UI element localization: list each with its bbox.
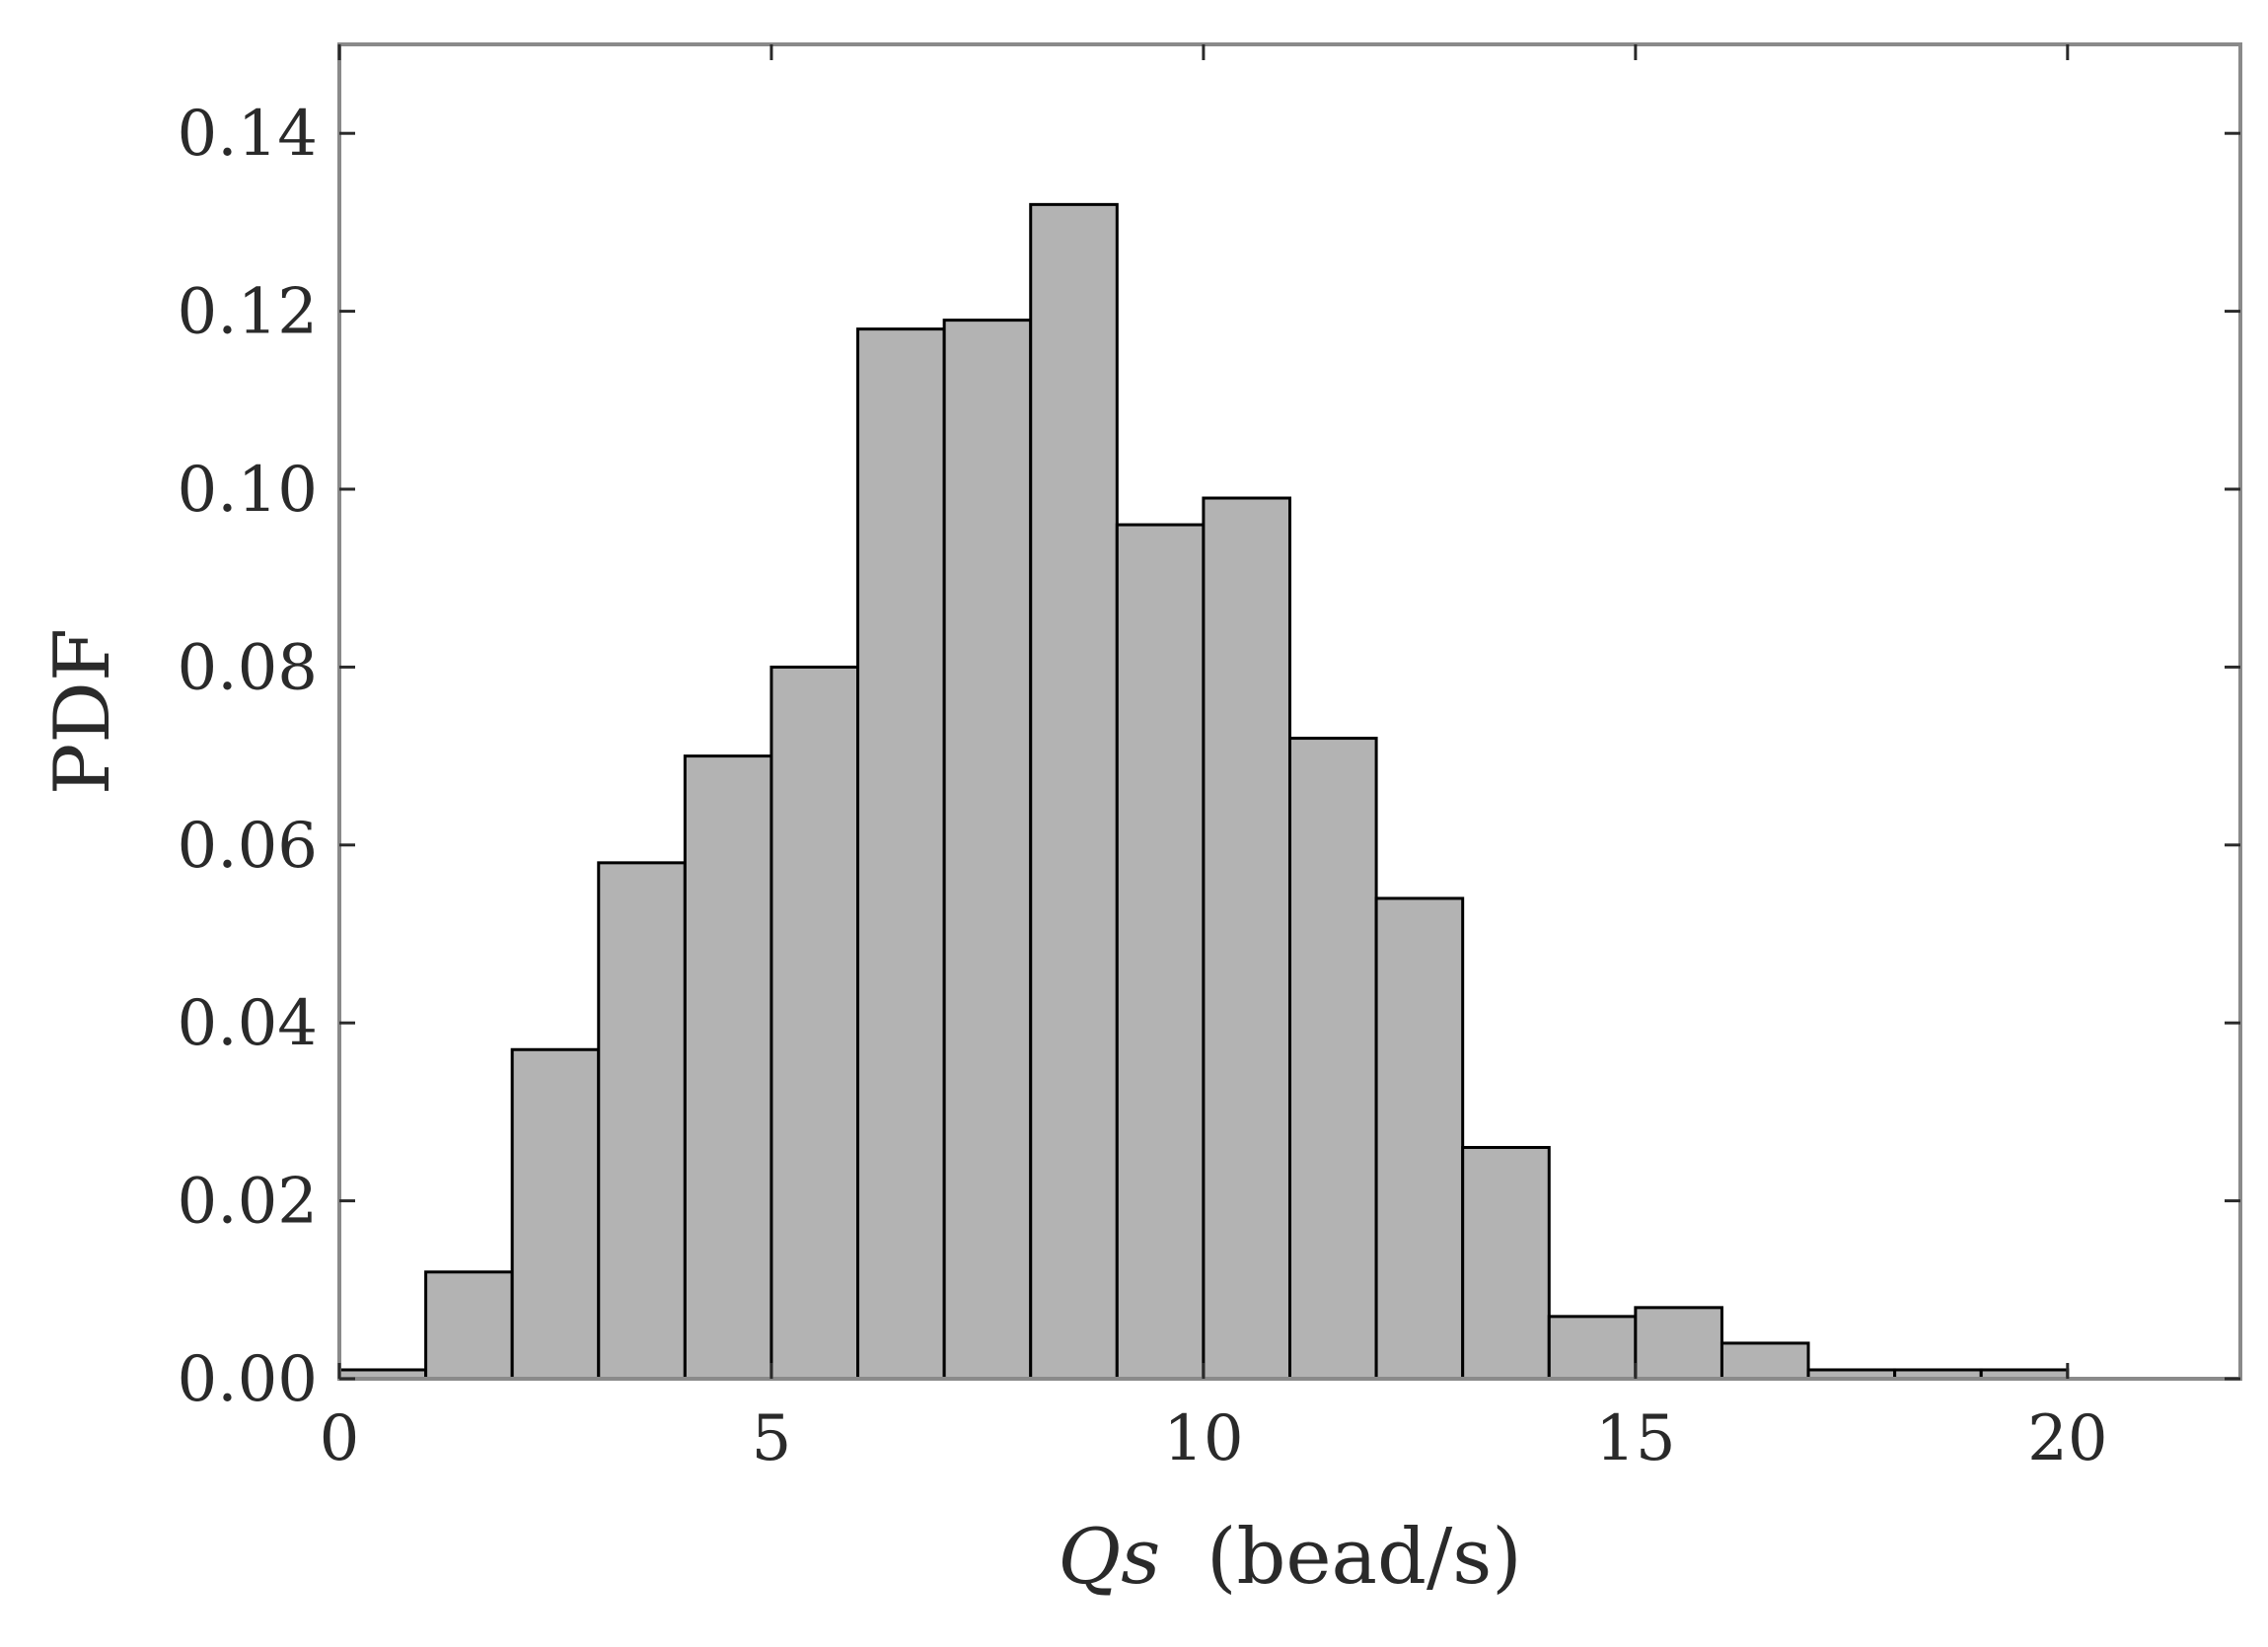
histogram-bar-12 bbox=[1374, 896, 1465, 1381]
histogram-bar-2 bbox=[510, 1047, 601, 1381]
x-axis-label: Qs (bead/s) bbox=[1058, 1513, 1521, 1602]
histogram-bar-8 bbox=[1029, 202, 1119, 1381]
histogram-bar-15 bbox=[1634, 1306, 1723, 1381]
histogram-bar-6 bbox=[856, 327, 946, 1381]
x-tick-label-2: 10 bbox=[1163, 1402, 1243, 1475]
y-axis-label: PDF bbox=[38, 628, 127, 795]
y-tick-label-0: 0.00 bbox=[178, 1343, 319, 1416]
y-tick-label-1: 0.02 bbox=[178, 1166, 319, 1239]
plot-frame bbox=[337, 42, 2242, 1381]
x-tick-label-3: 15 bbox=[1595, 1402, 1675, 1475]
histogram-bar-4 bbox=[683, 754, 773, 1381]
histogram-bar-14 bbox=[1547, 1315, 1638, 1381]
x-axis-label-symbol: Qs bbox=[1058, 1513, 1160, 1602]
histogram-bar-10 bbox=[1202, 496, 1291, 1381]
histogram-bar-7 bbox=[942, 319, 1033, 1381]
bars-layer bbox=[337, 202, 2070, 1381]
y-tick-label-2: 0.04 bbox=[178, 987, 319, 1060]
x-tick-label-1: 5 bbox=[752, 1402, 792, 1475]
y-tick-label-5: 0.10 bbox=[178, 454, 319, 527]
histogram-bar-16 bbox=[1719, 1341, 1810, 1381]
histogram-bar-11 bbox=[1288, 737, 1378, 1381]
y-tick-label-7: 0.14 bbox=[178, 98, 319, 171]
x-axis-label-unit: (bead/s) bbox=[1207, 1513, 1522, 1602]
histogram-bar-5 bbox=[769, 665, 860, 1381]
y-tick-label-6: 0.12 bbox=[178, 276, 319, 349]
histogram-bar-13 bbox=[1461, 1145, 1551, 1381]
y-tick-label-3: 0.06 bbox=[178, 810, 319, 883]
histogram-bar-1 bbox=[424, 1270, 514, 1381]
histogram-bar-3 bbox=[597, 861, 687, 1381]
ticks-layer bbox=[337, 44, 2240, 1381]
x-tick-label-0: 0 bbox=[320, 1402, 360, 1475]
histogram-bar-9 bbox=[1115, 523, 1206, 1381]
y-tick-label-4: 0.08 bbox=[178, 631, 319, 704]
x-tick-label-4: 20 bbox=[2027, 1402, 2107, 1475]
labels-layer: 0 5 10 15 20 0.00 0.02 0.04 0.06 0.08 0.10 0.12 0.14 bbox=[178, 98, 2108, 1475]
